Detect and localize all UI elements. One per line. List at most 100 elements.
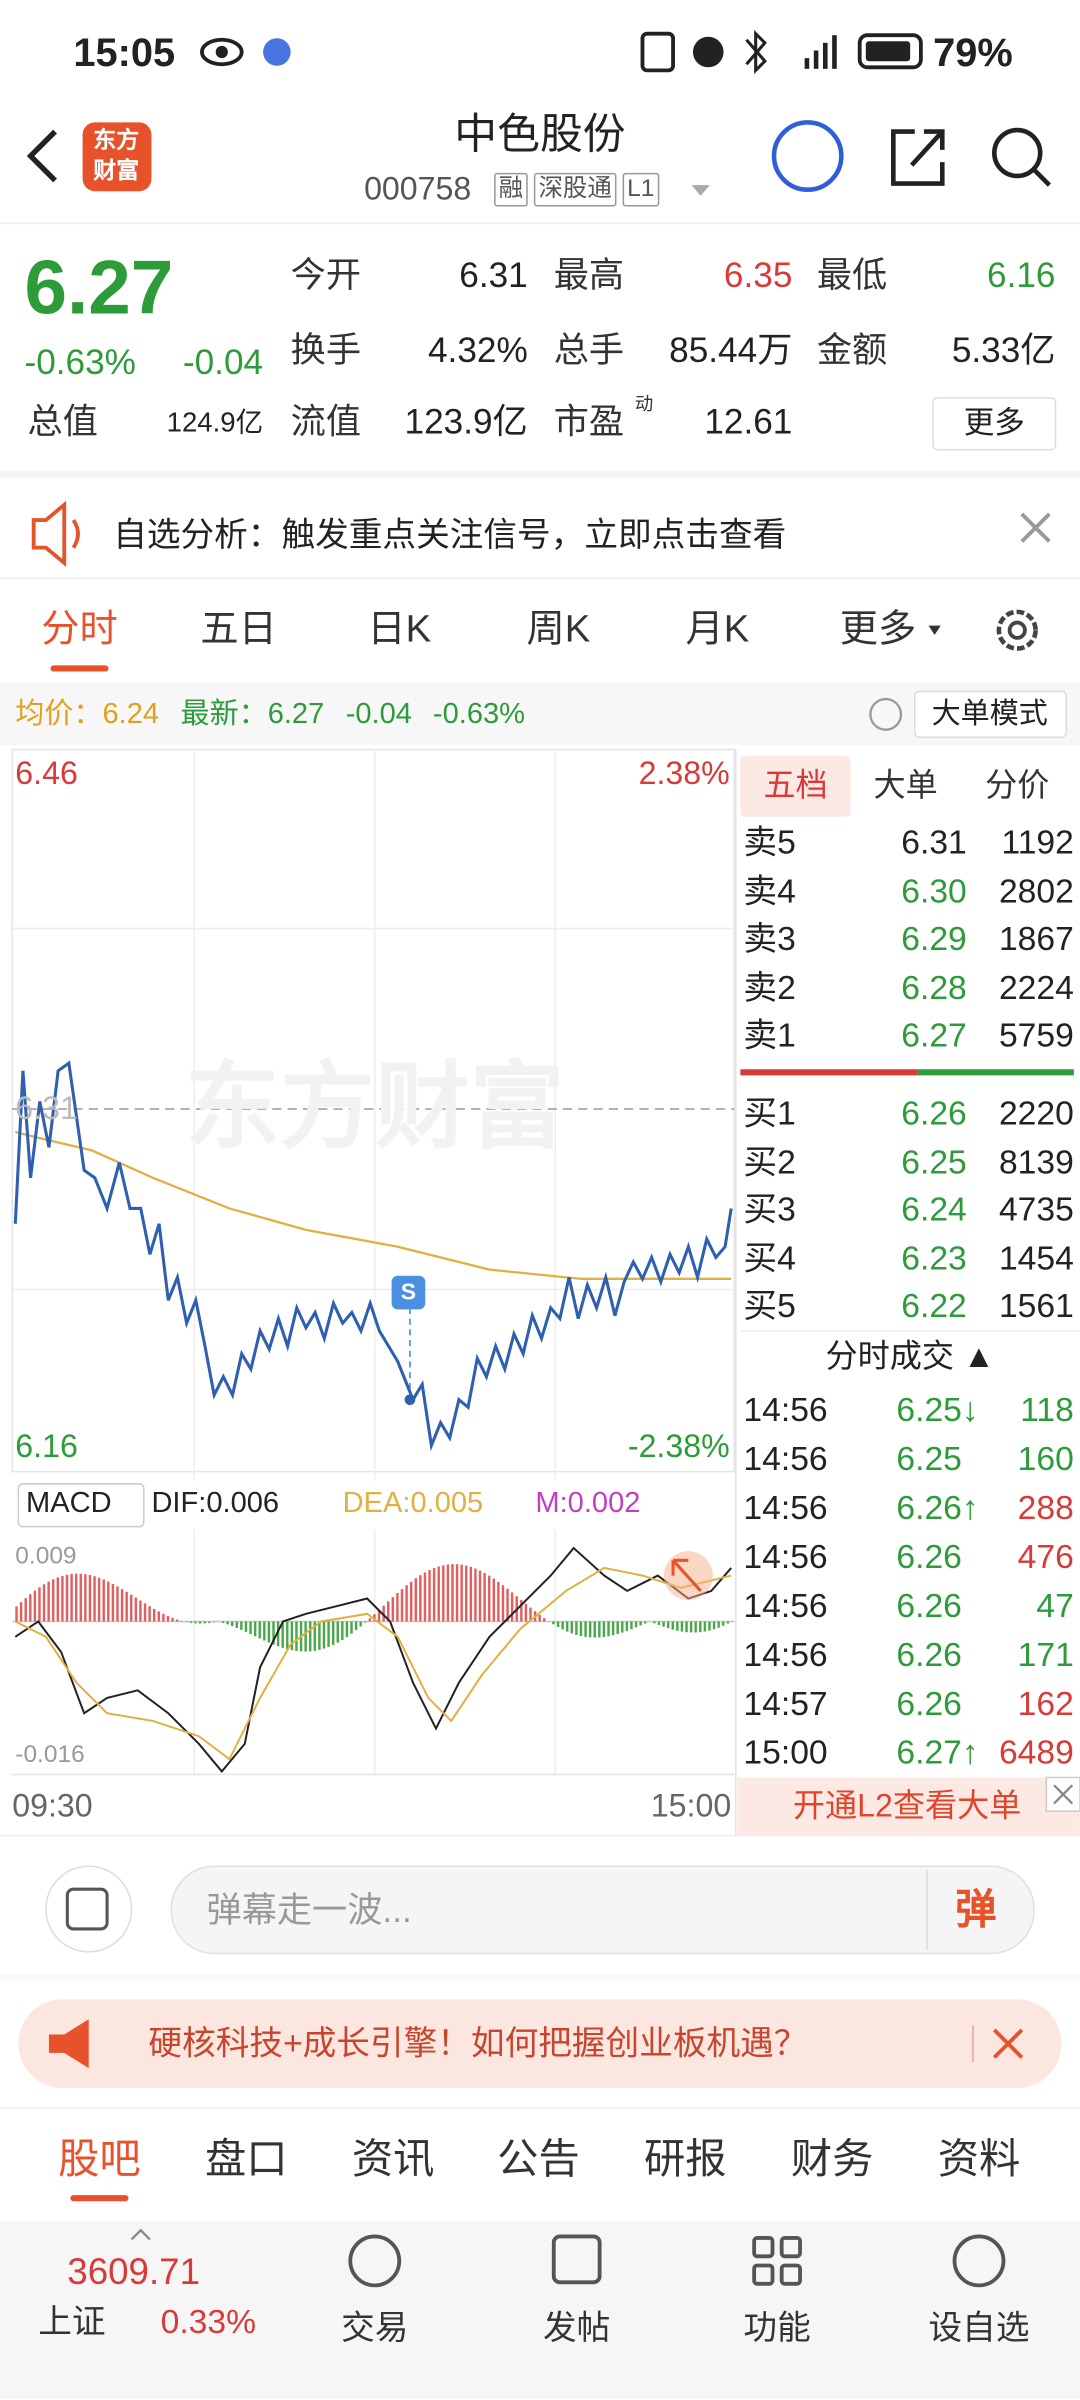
l2-bar[interactable] (737, 1777, 1080, 1836)
content-tab[interactable]: 股吧 (58, 2136, 141, 2183)
content-tab[interactable]: 资讯 (351, 2136, 435, 2183)
chart-tab[interactable]: 月K (685, 608, 750, 651)
macd-bar (322, 1621, 326, 1649)
book-tab[interactable]: 分价 (985, 768, 1050, 804)
macd-bar (253, 1621, 257, 1637)
quote-label: 流值 (290, 401, 362, 442)
mode-button[interactable] (913, 690, 1067, 739)
danmaku-button[interactable]: 弹 (955, 1886, 997, 1933)
more-button[interactable] (932, 396, 1057, 451)
trade-time: 14:57 (743, 1684, 828, 1723)
macd-bar (125, 1591, 128, 1622)
trade-price: 6.26 (896, 1684, 962, 1723)
macd-bar (286, 1621, 289, 1650)
book-tab[interactable]: 大单 (873, 768, 938, 804)
banner-text[interactable]: 自选分析：触发重点关注信号，立即点击查看 (113, 515, 787, 554)
macd-bar (460, 1564, 463, 1622)
comment-placeholder[interactable]: 弹幕走一波... (206, 1889, 412, 1930)
battery-icon (857, 33, 923, 70)
nav-item[interactable]: 设自选 (928, 2308, 1030, 2347)
ad-text[interactable]: 硬核科技+成长引擎！如何把握创业板机遇？ (148, 2023, 808, 2063)
book-vol: 8139 (998, 1141, 1074, 1181)
more-button-text[interactable]: 更多 (963, 406, 1025, 441)
nav-item[interactable]: 交易 (341, 2308, 409, 2347)
bid-bar (917, 1069, 1074, 1076)
ad-close[interactable] (992, 2028, 1024, 2059)
mode-text[interactable]: 大单模式 (931, 698, 1048, 731)
content-tab[interactable]: 财务 (790, 2136, 874, 2183)
macd-bar (61, 1575, 64, 1622)
nav-item[interactable]: 功能 (743, 2308, 811, 2347)
close-banner[interactable] (1020, 512, 1051, 543)
macd-bar (538, 1614, 541, 1622)
settings-icon[interactable] (996, 609, 1038, 651)
macd-header (12, 1480, 735, 1530)
macd-bar (295, 1621, 298, 1651)
macd-bar (717, 1621, 720, 1628)
comment-input[interactable] (170, 1865, 1035, 1955)
chart-tab[interactable]: 分时 (41, 608, 118, 651)
content-tab[interactable]: 盘口 (204, 2136, 288, 2183)
book-tab[interactable]: 五档 (763, 768, 828, 804)
book-tab-active[interactable] (740, 755, 851, 817)
chart-tab[interactable]: 更多 (839, 608, 917, 651)
ai-button[interactable] (771, 120, 844, 192)
macd-bar (543, 1618, 546, 1622)
help-icon[interactable] (869, 697, 903, 731)
macd-bar (235, 1621, 239, 1628)
macd-bar (171, 1617, 174, 1622)
macd-bar (409, 1581, 413, 1622)
macd-bar (598, 1621, 601, 1638)
macd-bar (414, 1578, 417, 1622)
ad-banner[interactable] (18, 1999, 1062, 2089)
macd-bar (102, 1579, 105, 1622)
quote-value: 5.33亿 (951, 329, 1056, 370)
book-label: 卖1 (743, 1015, 796, 1054)
content-tab[interactable]: 资料 (937, 2136, 1021, 2183)
info-text: 6.27 (267, 698, 325, 731)
search-icon[interactable] (992, 127, 1043, 179)
back-arrow[interactable] (26, 129, 57, 183)
chart-tab[interactable]: 日K (367, 608, 432, 651)
quote-label: 最高 (553, 254, 625, 295)
quote-value: 85.44万 (669, 329, 793, 370)
dea-label: DEA:0.005 (342, 1487, 484, 1520)
quote-value: 6.35 (723, 254, 793, 295)
chart-tab[interactable]: 五日 (200, 608, 277, 651)
macd-bottom: -0.016 (15, 1742, 85, 1769)
macd-bar (107, 1581, 110, 1622)
macd-selector[interactable] (17, 1483, 145, 1528)
macd-label[interactable]: MACD (26, 1487, 112, 1520)
macd-bar (364, 1621, 367, 1623)
nav-item[interactable]: 发帖 (543, 2308, 611, 2347)
macd-bar (304, 1621, 307, 1652)
content-tab[interactable]: 研报 (644, 2136, 727, 2183)
l2-close[interactable] (1053, 1784, 1074, 1805)
macd-bar (685, 1621, 688, 1633)
macd-bar (345, 1621, 349, 1637)
book-price: 6.24 (901, 1190, 967, 1229)
macd-bar (38, 1587, 41, 1622)
trade-price: 6.26↑ (896, 1488, 979, 1527)
book-price: 6.25 (901, 1141, 967, 1181)
macd-bar (465, 1565, 468, 1622)
l2-text[interactable]: 开通L2查看大单 (792, 1788, 1022, 1825)
marker-badge (391, 1275, 426, 1310)
watch-icon (952, 2234, 1006, 2288)
share-icon[interactable] (891, 129, 945, 186)
quote-value: 6.16 (987, 254, 1056, 295)
trades-title[interactable]: 分时成交 ▲ (825, 1339, 995, 1375)
battery: 79% (933, 29, 1013, 75)
trade-price: 6.26 (896, 1586, 962, 1625)
info-text: -0.63% (432, 698, 525, 731)
book-label: 买1 (743, 1093, 796, 1132)
macd-bar (93, 1576, 96, 1622)
macd-bar (70, 1574, 73, 1622)
chart-tab[interactable]: 周K (526, 608, 591, 651)
comment-icon-bg[interactable] (45, 1865, 133, 1953)
book-vol: 1561 (998, 1286, 1074, 1325)
macd-bars (15, 1564, 734, 1652)
pct-bottom: -2.38% (627, 1429, 730, 1465)
content-tab[interactable]: 公告 (497, 2136, 580, 2183)
dea-line (14, 1566, 732, 1761)
